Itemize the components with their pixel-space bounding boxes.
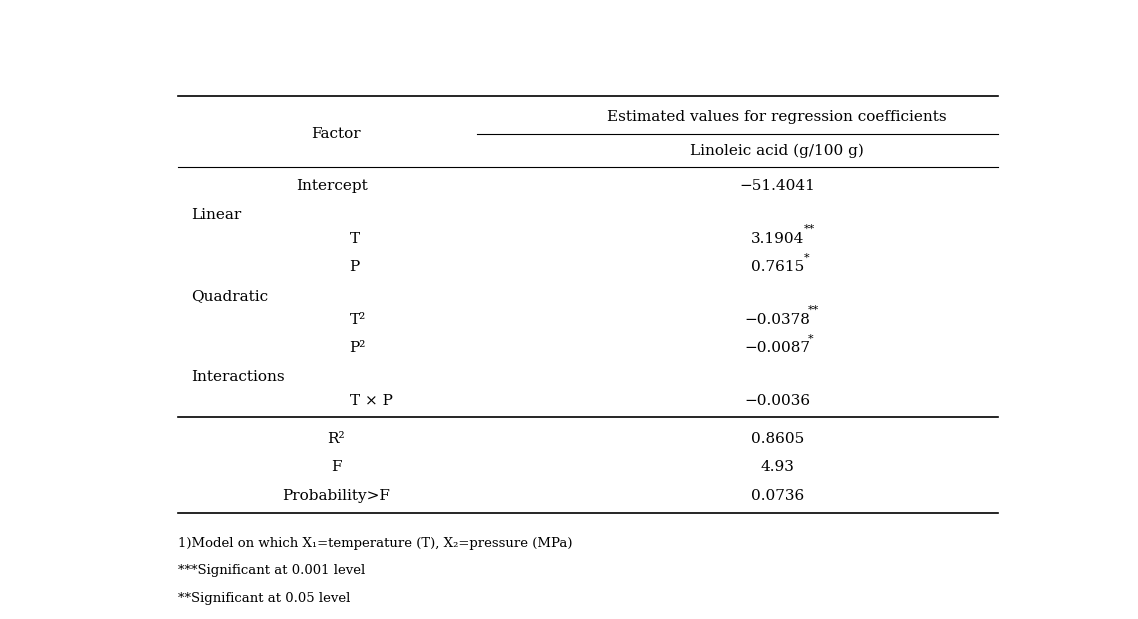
Text: **: **: [803, 224, 815, 234]
Text: T: T: [349, 232, 360, 246]
Text: Interactions: Interactions: [191, 370, 284, 384]
Text: *: *: [808, 334, 814, 344]
Text: **Significant at 0.05 level: **Significant at 0.05 level: [178, 592, 349, 605]
Text: R²: R²: [328, 432, 345, 446]
Text: −0.0378: −0.0378: [744, 313, 810, 327]
Text: Intercept: Intercept: [297, 180, 369, 193]
Text: F: F: [331, 461, 341, 475]
Text: Probability>F: Probability>F: [282, 489, 390, 503]
Text: 0.0736: 0.0736: [751, 489, 803, 503]
Text: Factor: Factor: [312, 127, 361, 141]
Text: 0.7615: 0.7615: [751, 261, 803, 274]
Text: ***Significant at 0.001 level: ***Significant at 0.001 level: [178, 565, 365, 578]
Text: −51.4041: −51.4041: [740, 180, 815, 193]
Text: T²: T²: [349, 313, 365, 327]
Text: 3.1904: 3.1904: [751, 232, 803, 246]
Text: −0.0087: −0.0087: [744, 341, 810, 355]
Text: P²: P²: [349, 341, 366, 355]
Text: 4.93: 4.93: [760, 461, 794, 475]
Text: P: P: [349, 261, 360, 274]
Text: Estimated values for regression coefficients: Estimated values for regression coeffici…: [608, 110, 947, 124]
Text: *: *: [803, 253, 809, 263]
Text: **: **: [808, 305, 819, 315]
Text: Linoleic acid (g/100 g): Linoleic acid (g/100 g): [691, 144, 864, 158]
Text: −0.0036: −0.0036: [744, 394, 810, 408]
Text: 0.8605: 0.8605: [751, 432, 803, 446]
Text: Linear: Linear: [191, 208, 241, 222]
Text: T × P: T × P: [349, 394, 393, 408]
Text: Quadratic: Quadratic: [191, 289, 267, 303]
Text: 1)Model on which X₁=temperature (T), X₂=pressure (MPa): 1)Model on which X₁=temperature (T), X₂=…: [178, 537, 572, 550]
